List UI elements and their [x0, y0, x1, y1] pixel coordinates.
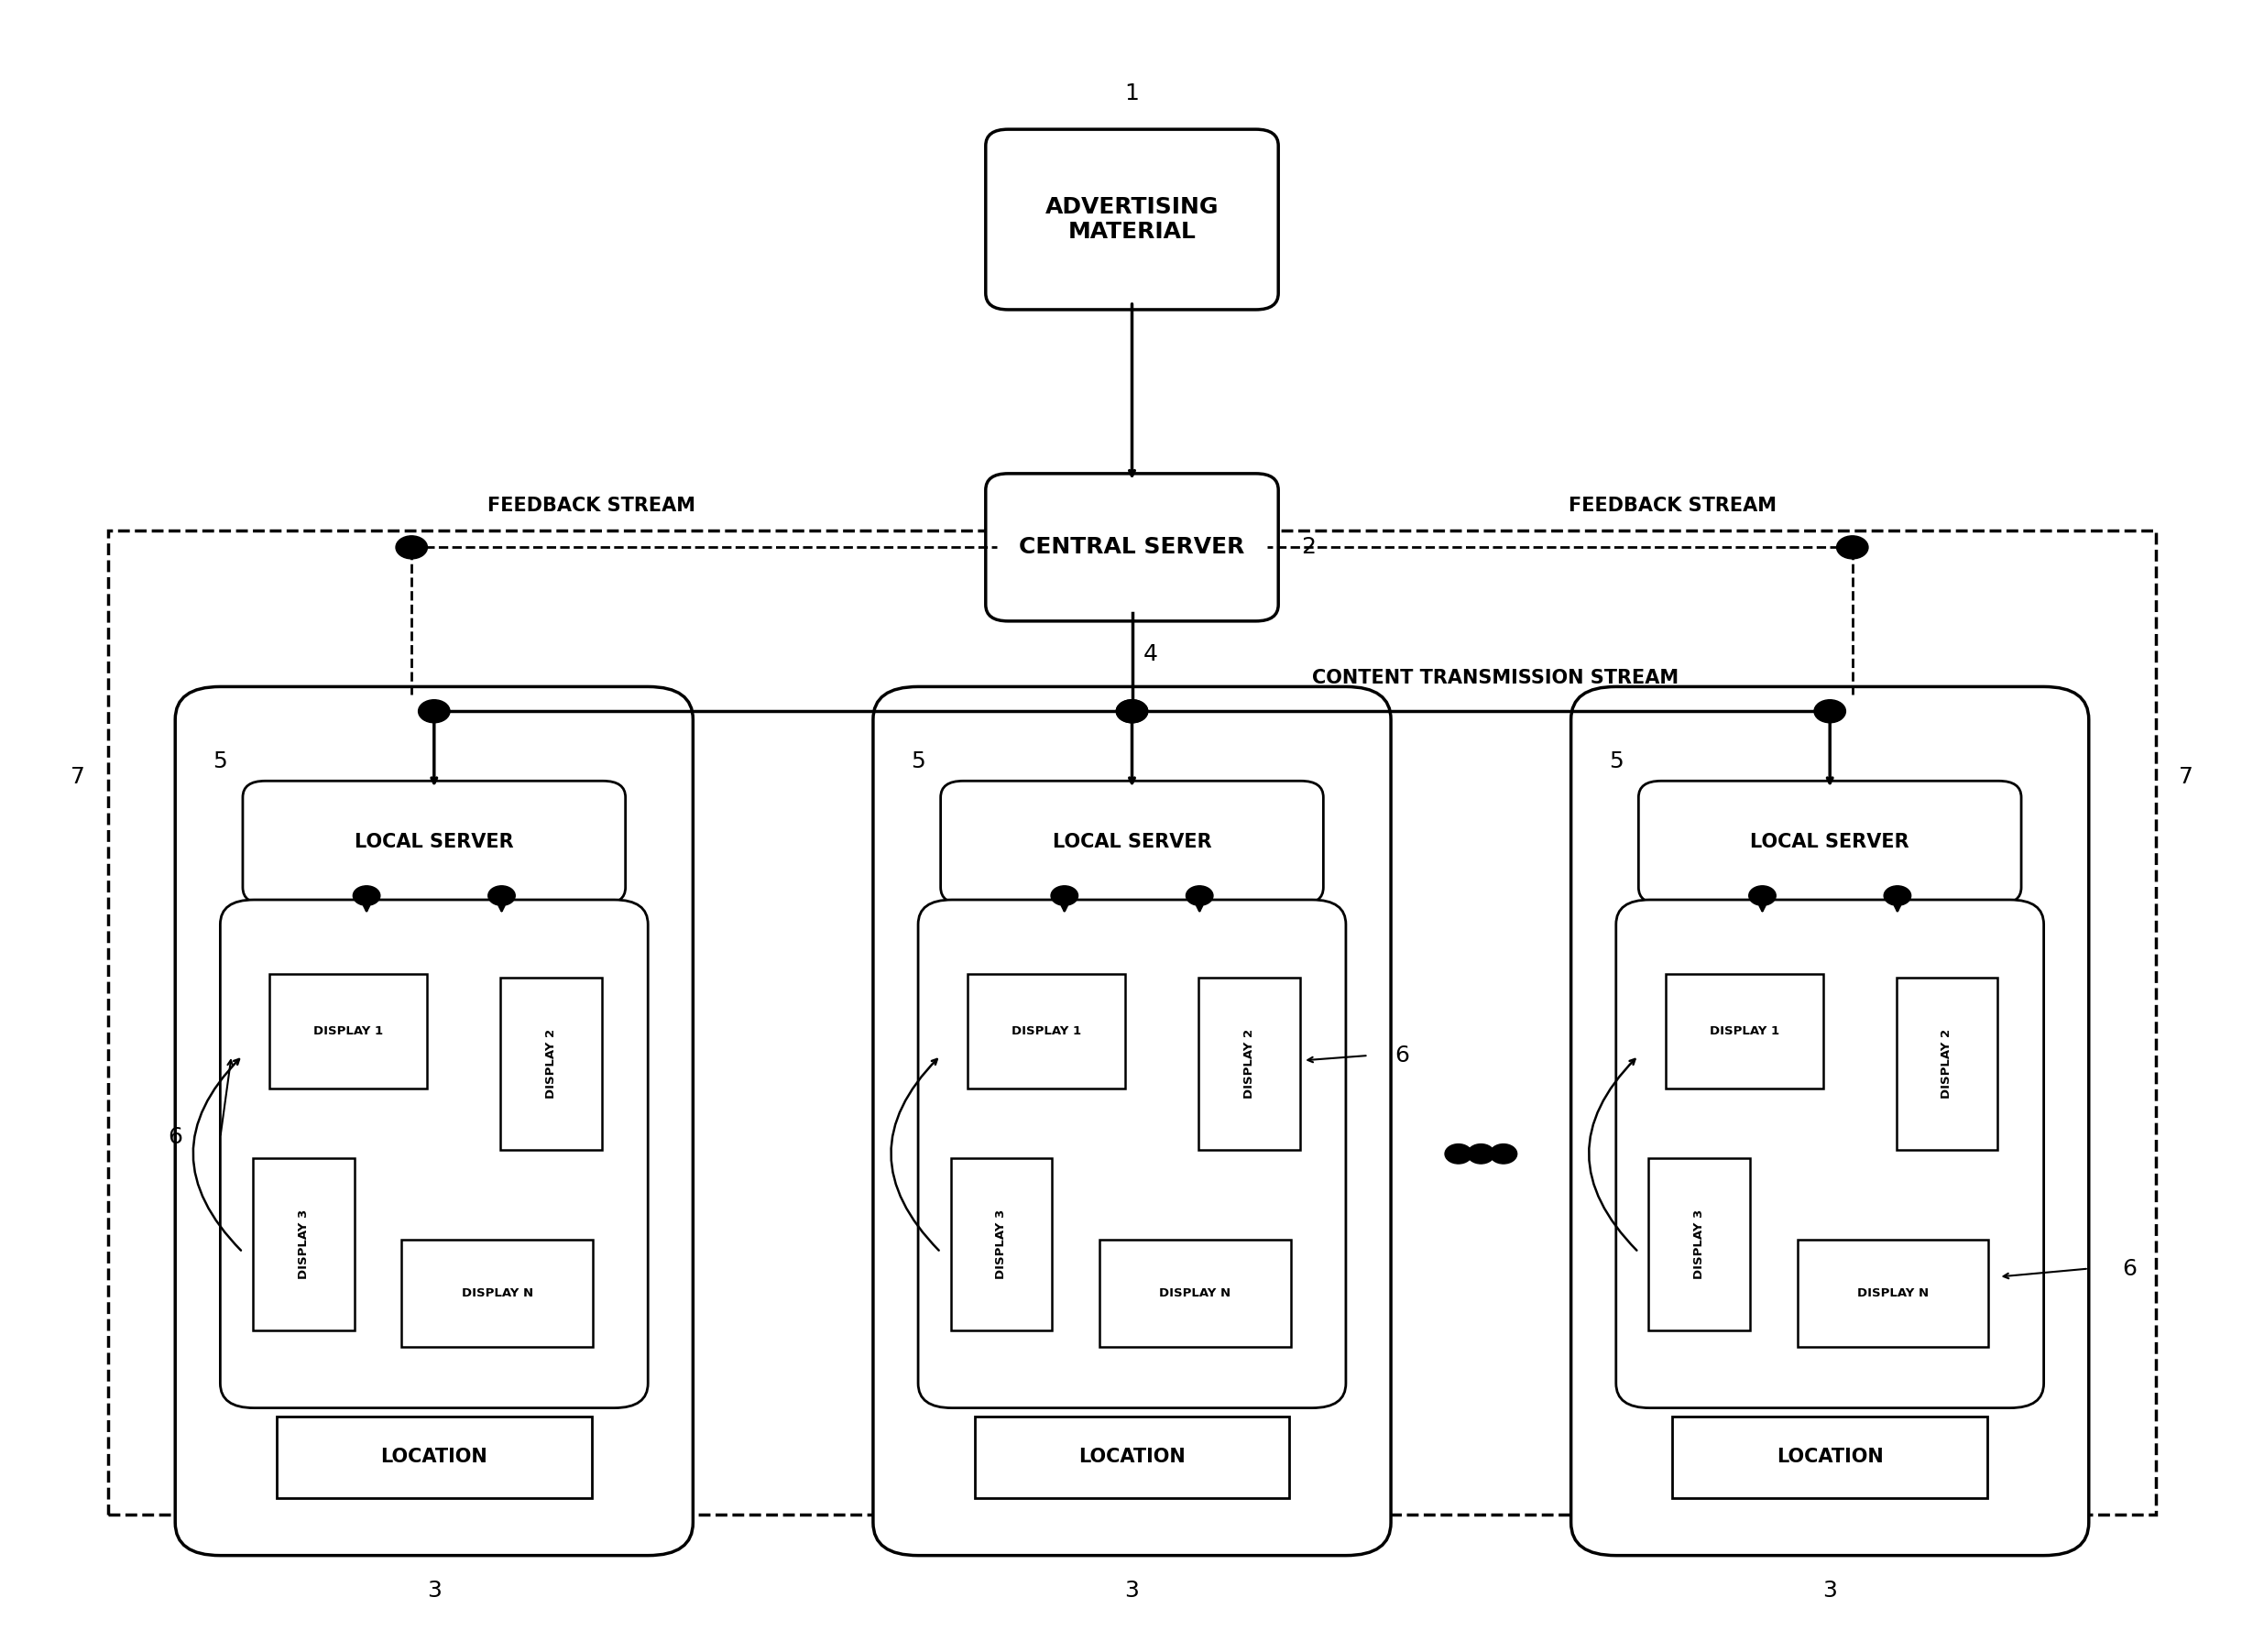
- Text: 1: 1: [1125, 83, 1139, 104]
- Text: 6: 6: [168, 1127, 183, 1148]
- Circle shape: [1884, 885, 1911, 905]
- Text: DISPLAY N: DISPLAY N: [1159, 1287, 1232, 1298]
- Text: 7: 7: [2178, 767, 2194, 788]
- Bar: [1798, 1241, 1988, 1346]
- FancyBboxPatch shape: [242, 781, 625, 904]
- Text: LOCAL SERVER: LOCAL SERVER: [1053, 833, 1211, 851]
- Text: LOCAL SERVER: LOCAL SERVER: [355, 833, 514, 851]
- Bar: [1666, 973, 1823, 1089]
- Text: 3: 3: [1125, 1579, 1139, 1602]
- Text: 6: 6: [1395, 1044, 1410, 1067]
- Bar: [1897, 978, 1997, 1150]
- FancyBboxPatch shape: [874, 687, 1390, 1556]
- Text: 6: 6: [2124, 1257, 2137, 1280]
- Text: DISPLAY 1: DISPLAY 1: [1012, 1024, 1082, 1037]
- Circle shape: [419, 700, 451, 722]
- FancyBboxPatch shape: [1616, 900, 2044, 1408]
- Circle shape: [1186, 885, 1214, 905]
- Text: 5: 5: [213, 750, 226, 773]
- FancyBboxPatch shape: [1571, 687, 2090, 1556]
- Bar: [401, 1241, 593, 1346]
- Text: DISPLAY 3: DISPLAY 3: [996, 1209, 1007, 1279]
- Circle shape: [1050, 885, 1078, 905]
- Text: 2: 2: [1302, 537, 1315, 558]
- Bar: [1100, 1241, 1290, 1346]
- Circle shape: [1116, 700, 1148, 722]
- Text: LOCAL SERVER: LOCAL SERVER: [1750, 833, 1909, 851]
- Bar: [500, 978, 602, 1150]
- Text: 5: 5: [1610, 750, 1623, 773]
- Text: CONTENT TRANSMISSION STREAM: CONTENT TRANSMISSION STREAM: [1313, 669, 1678, 687]
- FancyBboxPatch shape: [919, 900, 1345, 1408]
- Text: ADVERTISING
MATERIAL: ADVERTISING MATERIAL: [1046, 195, 1218, 243]
- Text: 7: 7: [70, 767, 86, 788]
- FancyBboxPatch shape: [940, 781, 1324, 904]
- Circle shape: [1490, 1145, 1517, 1163]
- Bar: [269, 973, 428, 1089]
- Bar: [254, 1158, 353, 1330]
- Text: DISPLAY 1: DISPLAY 1: [1709, 1024, 1780, 1037]
- Circle shape: [353, 885, 380, 905]
- Text: FEEDBACK STREAM: FEEDBACK STREAM: [1569, 496, 1777, 514]
- Text: DISPLAY 2: DISPLAY 2: [1243, 1029, 1254, 1099]
- Bar: [974, 1416, 1290, 1498]
- Circle shape: [396, 535, 428, 558]
- Bar: [1198, 978, 1300, 1150]
- FancyBboxPatch shape: [985, 474, 1279, 621]
- Text: 5: 5: [910, 750, 926, 773]
- Text: CENTRAL SERVER: CENTRAL SERVER: [1019, 537, 1245, 558]
- Circle shape: [1116, 700, 1148, 722]
- Text: LOCATION: LOCATION: [1777, 1447, 1884, 1467]
- FancyBboxPatch shape: [985, 129, 1279, 309]
- Circle shape: [1467, 1145, 1494, 1163]
- FancyBboxPatch shape: [220, 900, 648, 1408]
- Text: DISPLAY 2: DISPLAY 2: [546, 1029, 557, 1099]
- Text: DISPLAY 2: DISPLAY 2: [1940, 1029, 1954, 1099]
- Text: DISPLAY N: DISPLAY N: [1856, 1287, 1929, 1298]
- Text: DISPLAY N: DISPLAY N: [462, 1287, 532, 1298]
- FancyBboxPatch shape: [1639, 781, 2022, 904]
- Circle shape: [1836, 535, 1868, 558]
- Circle shape: [1444, 1145, 1472, 1163]
- Bar: [1648, 1158, 1750, 1330]
- Bar: [109, 530, 2155, 1515]
- Bar: [967, 973, 1125, 1089]
- Text: 3: 3: [428, 1579, 441, 1602]
- Text: DISPLAY 3: DISPLAY 3: [1693, 1209, 1705, 1279]
- Text: LOCATION: LOCATION: [380, 1447, 487, 1467]
- Circle shape: [1748, 885, 1775, 905]
- Bar: [276, 1416, 591, 1498]
- Text: 4: 4: [1143, 643, 1157, 664]
- Text: FEEDBACK STREAM: FEEDBACK STREAM: [487, 496, 695, 514]
- Circle shape: [1813, 700, 1845, 722]
- Text: LOCATION: LOCATION: [1078, 1447, 1186, 1467]
- FancyBboxPatch shape: [174, 687, 693, 1556]
- Text: DISPLAY 1: DISPLAY 1: [315, 1024, 383, 1037]
- Bar: [1673, 1416, 1988, 1498]
- Text: 3: 3: [1823, 1579, 1836, 1602]
- Bar: [951, 1158, 1053, 1330]
- Circle shape: [489, 885, 516, 905]
- Text: DISPLAY 3: DISPLAY 3: [297, 1209, 310, 1279]
